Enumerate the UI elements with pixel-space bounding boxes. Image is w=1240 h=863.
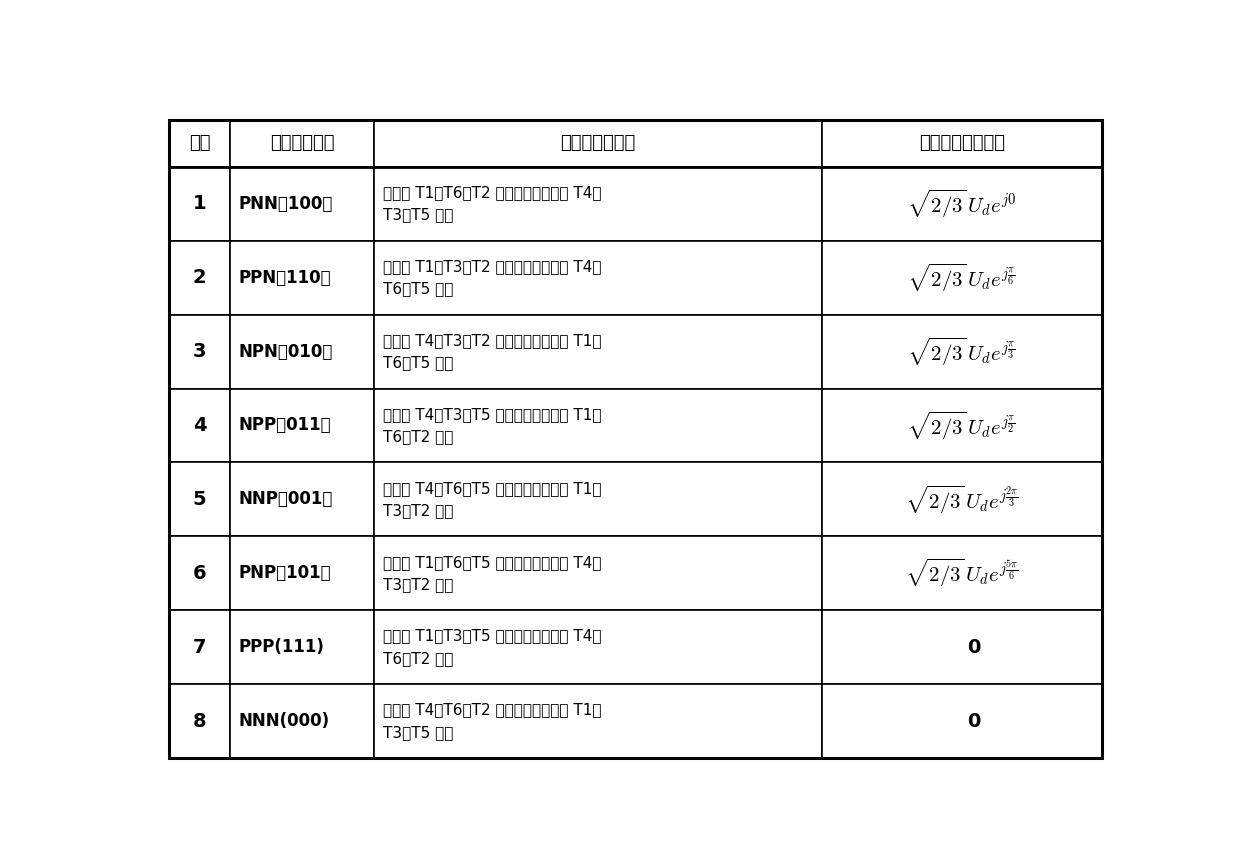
Bar bbox=[822, 315, 1101, 388]
Bar bbox=[229, 241, 374, 315]
Bar bbox=[170, 241, 229, 315]
Text: $\sqrt{2/3}\,U_d e^{j\frac{\pi}{6}}$: $\sqrt{2/3}\,U_d e^{j\frac{\pi}{6}}$ bbox=[908, 261, 1016, 293]
Text: T3、T2 关断: T3、T2 关断 bbox=[383, 503, 454, 518]
Bar bbox=[822, 610, 1101, 684]
Text: $\sqrt{2/3}\,U_d e^{j\frac{\pi}{2}}$: $\sqrt{2/3}\,U_d e^{j\frac{\pi}{2}}$ bbox=[908, 409, 1016, 442]
Text: 0: 0 bbox=[967, 638, 981, 657]
Text: 8: 8 bbox=[193, 712, 207, 731]
Text: 6: 6 bbox=[193, 564, 207, 583]
Text: 开关管 T1、T3、T2 导通，同时开关管 T4、: 开关管 T1、T3、T2 导通，同时开关管 T4、 bbox=[383, 259, 601, 274]
Text: T3、T5 关断: T3、T5 关断 bbox=[383, 725, 454, 740]
Bar bbox=[822, 684, 1101, 758]
Text: 开关管 T1、T6、T2 导通，同时开关管 T4、: 开关管 T1、T6、T2 导通，同时开关管 T4、 bbox=[383, 186, 601, 200]
Text: NNP（001）: NNP（001） bbox=[238, 490, 334, 508]
Text: PNN（100）: PNN（100） bbox=[238, 195, 334, 212]
Bar bbox=[374, 463, 822, 536]
Text: 开关管 T1、T6、T5 导通，同时开关管 T4、: 开关管 T1、T6、T5 导通，同时开关管 T4、 bbox=[383, 555, 601, 570]
Bar bbox=[170, 315, 229, 388]
Text: 开关管 T4、T6、T2 导通，同时开关管 T1、: 开关管 T4、T6、T2 导通，同时开关管 T1、 bbox=[383, 702, 601, 717]
Text: T6、T5 关断: T6、T5 关断 bbox=[383, 281, 454, 296]
Bar bbox=[822, 463, 1101, 536]
Text: T3、T2 关断: T3、T2 关断 bbox=[383, 576, 454, 592]
Bar bbox=[374, 241, 822, 315]
Text: 7: 7 bbox=[193, 638, 207, 657]
Bar bbox=[374, 684, 822, 758]
Text: T6、T2 关断: T6、T2 关断 bbox=[383, 651, 454, 666]
Bar bbox=[229, 610, 374, 684]
Text: 5: 5 bbox=[193, 490, 207, 509]
Bar bbox=[822, 241, 1101, 315]
Bar bbox=[822, 167, 1101, 241]
Bar bbox=[170, 388, 229, 463]
Bar bbox=[822, 536, 1101, 610]
Text: 开关管 T4、T6、T5 导通，同时开关管 T1、: 开关管 T4、T6、T5 导通，同时开关管 T1、 bbox=[383, 481, 601, 496]
Text: PNP（101）: PNP（101） bbox=[238, 564, 331, 583]
Bar bbox=[170, 610, 229, 684]
Text: NPP（011）: NPP（011） bbox=[238, 417, 331, 434]
Bar bbox=[170, 684, 229, 758]
Bar bbox=[822, 388, 1101, 463]
Text: 开关管 T4、T3、T2 导通，同时开关管 T1、: 开关管 T4、T3、T2 导通，同时开关管 T1、 bbox=[383, 333, 601, 348]
Text: 开关管开关状态: 开关管开关状态 bbox=[560, 135, 636, 153]
Text: $\sqrt{2/3}\,U_d e^{j\frac{\pi}{3}}$: $\sqrt{2/3}\,U_d e^{j\frac{\pi}{3}}$ bbox=[908, 336, 1016, 368]
Bar bbox=[374, 536, 822, 610]
Text: NNN(000): NNN(000) bbox=[238, 712, 330, 730]
Bar bbox=[374, 167, 822, 241]
Bar bbox=[170, 536, 229, 610]
Bar bbox=[374, 610, 822, 684]
Text: T3、T5 关断: T3、T5 关断 bbox=[383, 207, 454, 223]
Text: 基本电压空间矢量: 基本电压空间矢量 bbox=[919, 135, 1004, 153]
Text: $\sqrt{2/3}\,U_d e^{j0}$: $\sqrt{2/3}\,U_d e^{j0}$ bbox=[906, 187, 1017, 220]
Bar bbox=[170, 120, 229, 167]
Bar bbox=[374, 315, 822, 388]
Text: T6、T5 关断: T6、T5 关断 bbox=[383, 356, 454, 370]
Text: 1: 1 bbox=[193, 194, 207, 213]
Text: 4: 4 bbox=[193, 416, 207, 435]
Text: 0: 0 bbox=[967, 712, 981, 731]
Text: 开关状态标识: 开关状态标识 bbox=[270, 135, 335, 153]
Text: $\sqrt{2/3}\,U_d e^{j\frac{2\pi}{3}}$: $\sqrt{2/3}\,U_d e^{j\frac{2\pi}{3}}$ bbox=[905, 483, 1018, 515]
Text: PPP(111): PPP(111) bbox=[238, 639, 325, 656]
Bar bbox=[374, 388, 822, 463]
Text: 2: 2 bbox=[193, 268, 207, 287]
Bar bbox=[229, 684, 374, 758]
Text: PPN（110）: PPN（110） bbox=[238, 268, 331, 287]
Text: 开关管 T1、T3、T5 导通，同时开关管 T4、: 开关管 T1、T3、T5 导通，同时开关管 T4、 bbox=[383, 628, 601, 644]
Bar bbox=[229, 536, 374, 610]
Bar bbox=[229, 388, 374, 463]
Bar bbox=[822, 120, 1101, 167]
Text: $\sqrt{2/3}\,U_d e^{j\frac{5\pi}{6}}$: $\sqrt{2/3}\,U_d e^{j\frac{5\pi}{6}}$ bbox=[905, 557, 1018, 589]
Bar bbox=[229, 315, 374, 388]
Text: NPN（010）: NPN（010） bbox=[238, 343, 334, 361]
Bar bbox=[229, 463, 374, 536]
Text: 序号: 序号 bbox=[188, 135, 211, 153]
Bar bbox=[229, 120, 374, 167]
Text: 3: 3 bbox=[193, 342, 207, 361]
Bar bbox=[170, 167, 229, 241]
Bar bbox=[229, 167, 374, 241]
Text: T6、T2 关断: T6、T2 关断 bbox=[383, 429, 454, 444]
Bar bbox=[374, 120, 822, 167]
Text: 开关管 T4、T3、T5 导通，同时开关管 T1、: 开关管 T4、T3、T5 导通，同时开关管 T1、 bbox=[383, 406, 601, 422]
Bar bbox=[170, 463, 229, 536]
